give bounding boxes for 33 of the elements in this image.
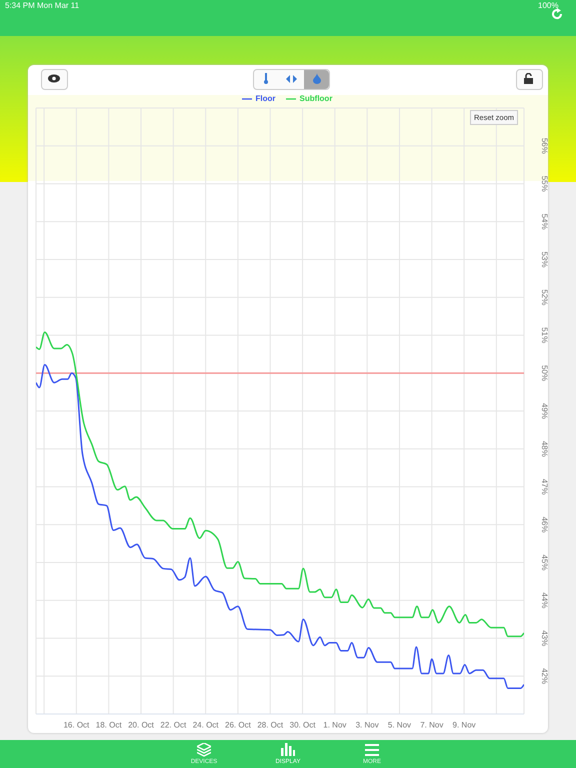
x-tick-label: 3. Nov xyxy=(356,720,379,730)
x-tick-label: 26. Oct xyxy=(225,720,252,730)
x-tick-label: 28. Oct xyxy=(257,720,284,730)
y-tick-label: 51% xyxy=(540,327,549,344)
y-tick-label: 56% xyxy=(540,138,549,154)
y-tick-label: 48% xyxy=(540,440,549,457)
y-tick-label: 52% xyxy=(540,289,549,306)
x-tick-label: 9. Nov xyxy=(452,720,476,730)
x-tick-label: 18. Oct xyxy=(96,720,122,730)
x-tick-label: 24. Oct xyxy=(192,720,220,730)
y-tick-label: 45% xyxy=(540,554,549,571)
legend-label: Floor xyxy=(256,94,276,104)
x-tick-label: 1. Nov xyxy=(323,720,346,730)
x-tick-label: 30. Oct xyxy=(290,720,316,730)
y-tick-label: 54% xyxy=(540,214,549,230)
y-tick-label: 53% xyxy=(540,251,549,268)
y-tick-label: 49% xyxy=(540,402,549,420)
y-tick-label: 46% xyxy=(540,516,549,533)
y-tick-label: 55% xyxy=(540,176,549,192)
y-tick-label: 42% xyxy=(540,668,549,684)
x-tick-label: 7. Nov xyxy=(420,720,444,730)
x-tick-label: 5. Nov xyxy=(388,720,412,730)
y-tick-label: 50% xyxy=(540,365,549,382)
text: 100% xyxy=(538,1,558,10)
text: Mon Mar 11 xyxy=(37,1,80,10)
y-tick-label: 43% xyxy=(540,630,549,646)
x-tick-label: 16. Oct xyxy=(63,720,90,730)
legend-label: Subfloor xyxy=(300,94,332,104)
x-tick-label: 22. Oct xyxy=(160,720,187,730)
x-tick-label: 20. Oct xyxy=(128,720,155,730)
text: 5:34 PM xyxy=(5,1,35,10)
y-tick-label: 47% xyxy=(540,478,549,495)
y-tick-label: 44% xyxy=(540,592,549,608)
